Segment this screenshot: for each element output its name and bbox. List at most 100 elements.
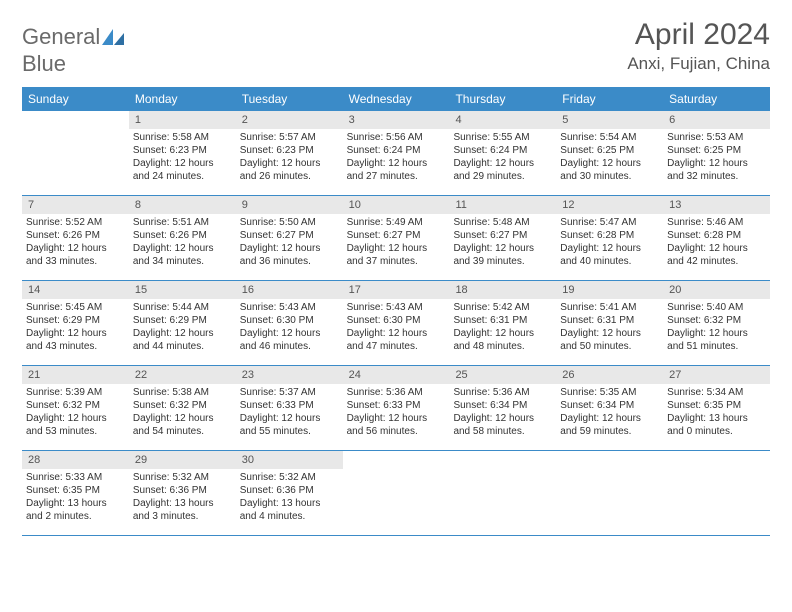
- day-number: 1: [129, 111, 236, 129]
- cell-body: Sunrise: 5:47 AMSunset: 6:28 PMDaylight:…: [556, 214, 663, 272]
- calendar-cell: 15Sunrise: 5:44 AMSunset: 6:29 PMDayligh…: [129, 281, 236, 365]
- day-number: 13: [663, 196, 770, 214]
- daylight-text: Daylight: 12 hours: [453, 157, 552, 170]
- cell-body: Sunrise: 5:37 AMSunset: 6:33 PMDaylight:…: [236, 384, 343, 442]
- sunrise-text: Sunrise: 5:49 AM: [347, 216, 446, 229]
- daylight-text: Daylight: 12 hours: [560, 157, 659, 170]
- day-number: 7: [22, 196, 129, 214]
- logo-text: General Blue: [22, 24, 124, 77]
- sunrise-text: Sunrise: 5:53 AM: [667, 131, 766, 144]
- sunrise-text: Sunrise: 5:38 AM: [133, 386, 232, 399]
- sunset-text: Sunset: 6:25 PM: [560, 144, 659, 157]
- calendar-cell: 19Sunrise: 5:41 AMSunset: 6:31 PMDayligh…: [556, 281, 663, 365]
- sunset-text: Sunset: 6:36 PM: [240, 484, 339, 497]
- daylight-text-2: and 36 minutes.: [240, 255, 339, 268]
- sunrise-text: Sunrise: 5:37 AM: [240, 386, 339, 399]
- daylight-text: Daylight: 12 hours: [667, 157, 766, 170]
- sunrise-text: Sunrise: 5:33 AM: [26, 471, 125, 484]
- daylight-text: Daylight: 13 hours: [240, 497, 339, 510]
- sunset-text: Sunset: 6:34 PM: [560, 399, 659, 412]
- daylight-text-2: and 26 minutes.: [240, 170, 339, 183]
- daylight-text: Daylight: 12 hours: [560, 412, 659, 425]
- sunrise-text: Sunrise: 5:32 AM: [133, 471, 232, 484]
- day-number: 22: [129, 366, 236, 384]
- sunrise-text: Sunrise: 5:58 AM: [133, 131, 232, 144]
- calendar-cell: 23Sunrise: 5:37 AMSunset: 6:33 PMDayligh…: [236, 366, 343, 450]
- sunset-text: Sunset: 6:23 PM: [133, 144, 232, 157]
- week-row: 1 Sunrise: 5:58 AMSunset: 6:23 PM Daylight…: [22, 111, 770, 196]
- daylight-text-2: and 24 minutes.: [133, 170, 232, 183]
- daylight-text-2: and 2 minutes.: [26, 510, 125, 523]
- sunrise-text: Sunrise: 5:35 AM: [560, 386, 659, 399]
- daylight-text-2: and 33 minutes.: [26, 255, 125, 268]
- calendar-cell: 10Sunrise: 5:49 AMSunset: 6:27 PMDayligh…: [343, 196, 450, 280]
- daylight-text-2: and 56 minutes.: [347, 425, 446, 438]
- sunrise-text: Sunrise: 5:40 AM: [667, 301, 766, 314]
- daylight-text: Daylight: 12 hours: [240, 327, 339, 340]
- sunset-text: Sunset: 6:28 PM: [560, 229, 659, 242]
- day-headers-row: Sunday Monday Tuesday Wednesday Thursday…: [22, 87, 770, 111]
- daylight-text: Daylight: 12 hours: [26, 412, 125, 425]
- cell-body: Sunrise: 5:39 AMSunset: 6:32 PMDaylight:…: [22, 384, 129, 442]
- week-row: 7Sunrise: 5:52 AMSunset: 6:26 PMDaylight…: [22, 196, 770, 281]
- week-row: 14Sunrise: 5:45 AMSunset: 6:29 PMDayligh…: [22, 281, 770, 366]
- daylight-text: Daylight: 12 hours: [347, 327, 446, 340]
- day-header-wed: Wednesday: [343, 87, 450, 111]
- cell-body: Sunrise: 5:33 AMSunset: 6:35 PMDaylight:…: [22, 469, 129, 527]
- calendar-cell: 22Sunrise: 5:38 AMSunset: 6:32 PMDayligh…: [129, 366, 236, 450]
- calendar-cell: 2Sunrise: 5:57 AMSunset: 6:23 PMDaylight…: [236, 111, 343, 195]
- cell-body: Sunrise: 5:55 AMSunset: 6:24 PMDaylight:…: [449, 129, 556, 187]
- day-header-tue: Tuesday: [236, 87, 343, 111]
- cell-body: Sunrise: 5:34 AMSunset: 6:35 PMDaylight:…: [663, 384, 770, 442]
- day-number: 2: [236, 111, 343, 129]
- day-header-thu: Thursday: [449, 87, 556, 111]
- sail-icon: [102, 25, 124, 51]
- sunrise-text: Sunrise: 5:50 AM: [240, 216, 339, 229]
- calendar-cell: 7Sunrise: 5:52 AMSunset: 6:26 PMDaylight…: [22, 196, 129, 280]
- sunrise-text: Sunrise: 5:54 AM: [560, 131, 659, 144]
- daylight-text: Daylight: 12 hours: [453, 327, 552, 340]
- daylight-text-2: and 44 minutes.: [133, 340, 232, 353]
- daylight-text-2: and 50 minutes.: [560, 340, 659, 353]
- daylight-text-2: and 46 minutes.: [240, 340, 339, 353]
- daylight-text-2: and 4 minutes.: [240, 510, 339, 523]
- daylight-text-2: and 30 minutes.: [560, 170, 659, 183]
- location: Anxi, Fujian, China: [627, 54, 770, 74]
- daylight-text-2: and 47 minutes.: [347, 340, 446, 353]
- sunset-text: Sunset: 6:28 PM: [667, 229, 766, 242]
- sunrise-text: Sunrise: 5:36 AM: [347, 386, 446, 399]
- daylight-text: Daylight: 12 hours: [560, 242, 659, 255]
- sunset-text: Sunset: 6:27 PM: [453, 229, 552, 242]
- sunrise-text: Sunrise: 5:57 AM: [240, 131, 339, 144]
- daylight-text: Daylight: 12 hours: [453, 412, 552, 425]
- day-number: 16: [236, 281, 343, 299]
- sunrise-text: Sunrise: 5:47 AM: [560, 216, 659, 229]
- daylight-text: Daylight: 13 hours: [667, 412, 766, 425]
- day-number: 6: [663, 111, 770, 129]
- sunset-text: Sunset: 6:30 PM: [347, 314, 446, 327]
- day-number: 25: [449, 366, 556, 384]
- day-number: 20: [663, 281, 770, 299]
- cell-body: Sunrise: 5:51 AMSunset: 6:26 PMDaylight:…: [129, 214, 236, 272]
- calendar-cell: 9Sunrise: 5:50 AMSunset: 6:27 PMDaylight…: [236, 196, 343, 280]
- sunset-text: Sunset: 6:24 PM: [347, 144, 446, 157]
- daylight-text-2: and 51 minutes.: [667, 340, 766, 353]
- calendar-cell: 3Sunrise: 5:56 AMSunset: 6:24 PMDaylight…: [343, 111, 450, 195]
- calendar-cell: 11Sunrise: 5:48 AMSunset: 6:27 PMDayligh…: [449, 196, 556, 280]
- cell-body: Sunrise: 5:46 AMSunset: 6:28 PMDaylight:…: [663, 214, 770, 272]
- calendar-cell: 28Sunrise: 5:33 AMSunset: 6:35 PMDayligh…: [22, 451, 129, 535]
- day-number: [449, 451, 556, 455]
- cell-body: Sunrise: 5:42 AMSunset: 6:31 PMDaylight:…: [449, 299, 556, 357]
- cell-body: Sunrise: 5:38 AMSunset: 6:32 PMDaylight:…: [129, 384, 236, 442]
- cell-body: Sunrise: 5:35 AMSunset: 6:34 PMDaylight:…: [556, 384, 663, 442]
- calendar-cell: 24Sunrise: 5:36 AMSunset: 6:33 PMDayligh…: [343, 366, 450, 450]
- calendar-cell: [663, 451, 770, 535]
- calendar-cell: 13Sunrise: 5:46 AMSunset: 6:28 PMDayligh…: [663, 196, 770, 280]
- sunrise-text: Sunrise: 5:32 AM: [240, 471, 339, 484]
- sunset-text: Sunset: 6:35 PM: [667, 399, 766, 412]
- day-number: 9: [236, 196, 343, 214]
- day-number: 10: [343, 196, 450, 214]
- month-title: April 2024: [627, 18, 770, 52]
- sunset-text: Sunset: 6:27 PM: [347, 229, 446, 242]
- sunrise-text: Sunrise: 5:44 AM: [133, 301, 232, 314]
